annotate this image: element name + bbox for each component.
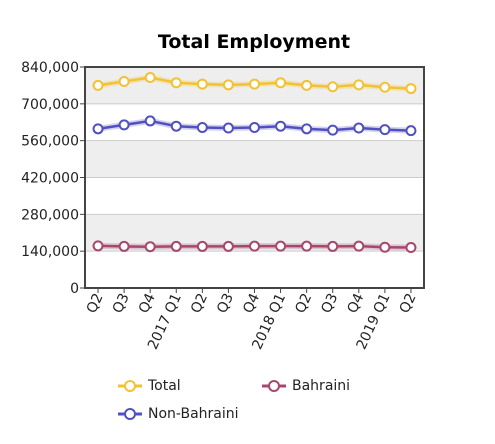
- data-point[interactable]: [118, 240, 130, 252]
- data-point[interactable]: [196, 78, 208, 90]
- data-point[interactable]: [275, 240, 287, 252]
- legend-label-non-bahraini: Non-Bahraini: [148, 406, 239, 422]
- legend-label-bahraini: Bahraini: [292, 378, 351, 394]
- data-point[interactable]: [379, 241, 391, 253]
- legend-item-bahraini[interactable]: Bahraini: [262, 376, 350, 396]
- data-point[interactable]: [301, 123, 313, 135]
- data-point[interactable]: [196, 240, 208, 252]
- data-point[interactable]: [170, 77, 182, 89]
- y-axis-ticks: 0 140,000 280,000 420,000 560,000 700,000 840,…: [21, 60, 85, 297]
- y-tick-label: 700,000: [21, 97, 79, 113]
- data-point[interactable]: [222, 240, 234, 252]
- chart-canvas: Total Employment 0 140,000 280,000 420,000 5…: [21, 31, 425, 352]
- x-tick-label: Q2: [397, 291, 420, 316]
- data-point[interactable]: [249, 122, 260, 134]
- x-tick-label: Q2: [84, 291, 107, 316]
- y-tick-label: 280,000: [21, 207, 79, 223]
- x-tick-label: Q3: [214, 291, 237, 316]
- data-point[interactable]: [275, 120, 287, 132]
- series-total: [92, 72, 417, 95]
- legend-marker-non-bahraini: [118, 407, 142, 421]
- data-point[interactable]: [353, 122, 365, 134]
- data-point[interactable]: [353, 240, 365, 252]
- legend-marker-total: [118, 379, 142, 393]
- data-point[interactable]: [144, 72, 156, 84]
- data-point[interactable]: [222, 122, 234, 134]
- y-tick-label: 140,000: [21, 244, 79, 260]
- series-layer: [92, 72, 417, 253]
- data-point[interactable]: [405, 241, 417, 253]
- x-tick-label: Q4: [136, 291, 159, 316]
- y-tick-label: 420,000: [21, 171, 79, 187]
- legend-item-non-bahraini[interactable]: Non-Bahraini: [118, 404, 239, 424]
- data-point[interactable]: [222, 79, 234, 91]
- series-bahraini: [92, 240, 417, 253]
- y-tick-label: 0: [70, 281, 79, 297]
- series-non-bahraini: [92, 115, 417, 137]
- x-tick-label: Q2: [292, 291, 315, 316]
- x-tick-label: Q3: [318, 291, 341, 316]
- x-tick-label: Q4: [345, 291, 368, 316]
- data-point[interactable]: [327, 124, 339, 136]
- plot-band: [85, 177, 424, 215]
- data-point[interactable]: [118, 75, 130, 87]
- y-tick-label: 560,000: [21, 134, 79, 150]
- data-point[interactable]: [379, 124, 391, 136]
- data-point[interactable]: [353, 79, 365, 91]
- data-point[interactable]: [327, 240, 339, 252]
- plot-frame: [84, 66, 425, 289]
- y-tick-label: 840,000: [21, 60, 79, 76]
- data-point[interactable]: [249, 78, 260, 90]
- x-tick-label: Q2: [188, 291, 211, 316]
- legend-marker-bahraini: [262, 379, 286, 393]
- legend: Total Bahraini Non-Bahraini: [118, 376, 418, 432]
- data-point[interactable]: [170, 240, 182, 252]
- data-point[interactable]: [275, 77, 287, 89]
- data-point[interactable]: [144, 115, 156, 127]
- data-point[interactable]: [379, 81, 391, 93]
- data-point[interactable]: [327, 81, 339, 93]
- data-point[interactable]: [92, 79, 104, 91]
- data-point[interactable]: [170, 120, 182, 132]
- data-point[interactable]: [301, 79, 313, 91]
- data-point[interactable]: [249, 240, 260, 252]
- plot-band: [85, 140, 424, 178]
- data-point[interactable]: [301, 240, 313, 252]
- legend-label-total: Total: [148, 378, 181, 394]
- data-point[interactable]: [405, 125, 417, 137]
- data-point[interactable]: [405, 83, 417, 95]
- chart-title: Total Employment: [158, 31, 350, 53]
- x-tick-label: Q3: [110, 291, 133, 316]
- plot-band: [85, 251, 424, 288]
- data-point[interactable]: [92, 123, 104, 135]
- x-tick-label: Q4: [240, 291, 263, 316]
- data-point[interactable]: [92, 240, 104, 252]
- data-point[interactable]: [118, 119, 130, 131]
- legend-item-total[interactable]: Total: [118, 376, 181, 396]
- data-point[interactable]: [144, 241, 156, 253]
- data-point[interactable]: [196, 122, 208, 134]
